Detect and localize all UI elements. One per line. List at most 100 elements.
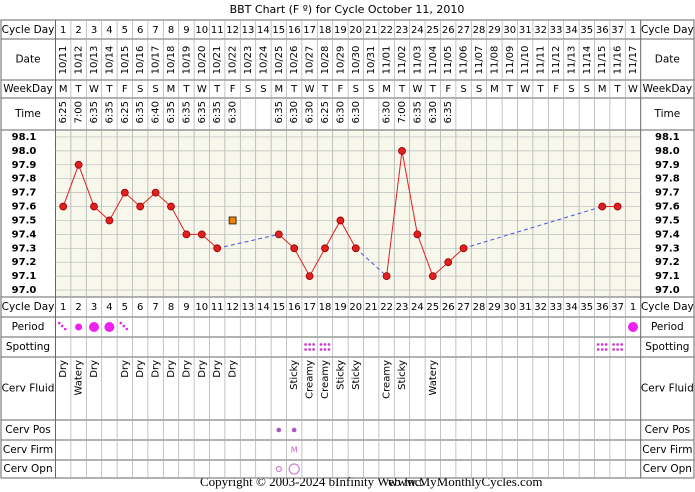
cerv-fluid: Dry <box>166 360 177 378</box>
temp-point <box>167 202 175 211</box>
period-spotting <box>63 327 67 331</box>
temp-point <box>613 202 622 211</box>
cycle-day: 11 <box>211 25 224 36</box>
temp-point <box>213 244 222 253</box>
cycle-day: 28 <box>473 302 486 313</box>
weekday: W <box>520 84 530 95</box>
date: 10/26 <box>289 46 300 75</box>
cycle-day: 18 <box>319 25 332 36</box>
date: 10/22 <box>228 46 239 75</box>
time: 6:30 <box>228 101 239 123</box>
cycle-day: 13 <box>242 302 255 313</box>
y-tick-label: 97.1 <box>655 271 680 282</box>
cycle-day: 29 <box>488 25 501 36</box>
cerv-fluid: Dry <box>212 360 223 378</box>
row-label: Cerv Fluid <box>2 383 55 395</box>
date: 11/17 <box>628 46 639 75</box>
date: 11/15 <box>597 46 608 75</box>
cycle-day: 27 <box>457 25 470 36</box>
weekday: T <box>398 84 406 95</box>
date: 10/19 <box>181 46 192 75</box>
row-label: Period <box>12 321 45 333</box>
temp-point <box>413 230 422 239</box>
date: 11/11 <box>536 46 547 75</box>
cerv-opn <box>275 465 282 473</box>
temp-gap-line <box>217 233 279 249</box>
date: 10/24 <box>258 46 269 75</box>
weekday: T <box>321 84 329 95</box>
chart-title: BBT Chart (F º) for Cycle October 11, 20… <box>230 3 465 16</box>
weekday: S <box>152 84 158 95</box>
date: 11/05 <box>443 46 454 75</box>
cycle-day: 15 <box>272 25 285 36</box>
weekday: M <box>167 84 176 95</box>
weekday: S <box>584 84 590 95</box>
cycle-day: 30 <box>503 302 516 313</box>
temp-point <box>351 244 360 253</box>
spotting-dot <box>600 348 604 351</box>
temp-point <box>305 272 314 281</box>
date: 11/13 <box>566 46 577 75</box>
cerv-fluid: Sticky <box>351 360 362 390</box>
spotting-dot <box>308 343 311 346</box>
weekday: S <box>476 84 482 95</box>
time: 6:35 <box>181 101 192 123</box>
cerv-pos <box>276 427 282 433</box>
spotting-dot <box>612 343 615 346</box>
y-tick-label: 97.2 <box>12 257 37 268</box>
date: 10/28 <box>320 46 331 75</box>
row-label: Cerv Pos <box>5 424 51 436</box>
cycle-day: 26 <box>442 25 455 36</box>
date: 11/02 <box>397 46 408 75</box>
cycle-day: 12 <box>226 302 239 313</box>
temp-point <box>444 258 453 267</box>
row-label: Cycle Day <box>2 301 55 313</box>
cerv-fluid: Creamy <box>305 360 316 399</box>
spotting-dot <box>304 348 307 351</box>
spotting-dot <box>600 343 604 346</box>
cerv-fluid: Creamy <box>382 360 393 399</box>
cycle-day: 21 <box>365 25 378 36</box>
temp-gap-line <box>463 206 603 249</box>
time: 6:30 <box>335 101 346 123</box>
date: 11/07 <box>474 46 485 75</box>
time: 6:25 <box>120 101 131 123</box>
period-heavy <box>628 322 638 332</box>
y-tick-label: 97.0 <box>655 285 680 296</box>
date: 10/20 <box>197 46 208 75</box>
date: 11/08 <box>489 46 500 75</box>
cycle-day: 31 <box>519 25 532 36</box>
spotting-dot <box>620 343 623 346</box>
cycle-day: 24 <box>411 302 424 313</box>
cerv-fluid: Creamy <box>320 360 331 399</box>
time: 6:25 <box>320 101 331 123</box>
temp-point <box>336 216 345 225</box>
cycle-day: 36 <box>596 302 609 313</box>
cycle-day: 1 <box>630 25 636 36</box>
cycle-day: 15 <box>272 302 285 313</box>
date: 10/27 <box>305 46 316 75</box>
spotting-dot <box>616 348 619 351</box>
row-label: Cycle Day <box>641 24 694 36</box>
time: 6:30 <box>305 101 316 123</box>
date: 11/09 <box>505 46 516 75</box>
weekday: F <box>122 84 128 95</box>
temp-point <box>182 230 191 239</box>
cerv-fluid: Dry <box>135 360 146 378</box>
cerv-fluid: Sticky <box>335 360 346 390</box>
weekday: S <box>137 84 143 95</box>
cycle-day: 1 <box>60 25 66 36</box>
cerv-fluid: Dry <box>89 360 100 378</box>
temp-point <box>459 244 468 253</box>
y-tick-label: 97.6 <box>12 202 37 213</box>
spotting-dot <box>323 348 327 351</box>
cycle-day: 31 <box>519 302 532 313</box>
row-label: Cerv Opn <box>643 463 692 475</box>
weekday: T <box>290 84 298 95</box>
y-tick-label: 97.3 <box>12 243 37 254</box>
time: 6:35 <box>443 101 454 123</box>
weekday: M <box>490 84 499 95</box>
period-heavy <box>89 322 99 332</box>
temp-point <box>398 146 406 155</box>
period-spotting <box>60 324 64 328</box>
